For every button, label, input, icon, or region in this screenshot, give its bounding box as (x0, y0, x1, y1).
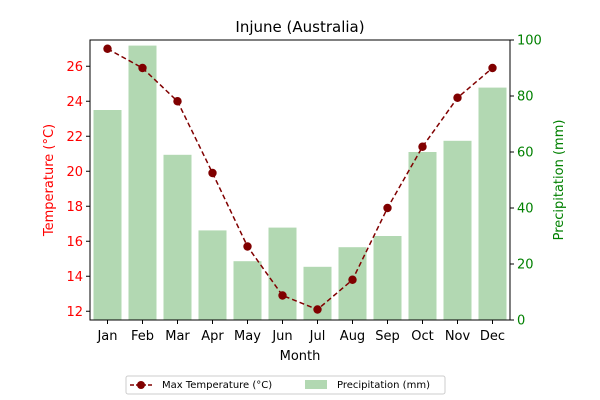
left-tick-label: 14 (66, 270, 83, 285)
left-tick-label: 16 (66, 235, 83, 250)
temperature-point-oct (418, 142, 427, 151)
temperature-point-feb (138, 63, 147, 73)
legend-precipitation-label: Precipitation (mm) (337, 380, 430, 391)
temperature-point-mar (173, 97, 182, 106)
x-tick-label-jun: Jun (271, 329, 292, 344)
left-tick-label: 12 (66, 305, 83, 320)
right-tick-label: 20 (517, 258, 534, 273)
temperature-point-jan (103, 44, 112, 53)
temperature-point-nov (453, 93, 462, 102)
left-axis-ticks: 12 14 16 18 20 22 24 26 (66, 60, 90, 320)
temperature-point-sep (383, 203, 392, 213)
precipitation-bar-jan (93, 110, 122, 320)
legend-line-marker (137, 381, 145, 389)
right-tick-label: 80 (517, 90, 534, 105)
chart-title: Injune (Australia) (235, 18, 364, 36)
x-tick-label-dec: Dec (480, 329, 505, 344)
temperature-line-path (107, 48, 493, 311)
legend-temperature-label: Max Temperature (°C) (162, 380, 272, 391)
legend-box (125, 375, 446, 395)
left-axis-label: Temperature (°C) (42, 124, 57, 237)
legend: Max Temperature (°C) Precipitation (mm) (125, 375, 446, 395)
x-tick-label-nov: Nov (445, 329, 471, 344)
right-axis-ticks: 0 20 40 60 80 100 (510, 34, 542, 329)
left-tick-label: 22 (66, 130, 83, 145)
precipitation-bar-may (233, 261, 262, 320)
legend-bar-swatch (305, 380, 327, 389)
temperature-point-dec (488, 63, 497, 73)
x-tick-label-may: May (234, 329, 261, 344)
precipitation-bar-dec (478, 87, 507, 320)
temperature-point-aug (348, 275, 357, 284)
left-tick-label: 18 (66, 200, 83, 215)
x-tick-label-jan: Jan (96, 329, 117, 344)
precipitation-bar-sep (373, 236, 402, 320)
x-tick-label-oct: Oct (411, 329, 433, 344)
left-tick-label: 24 (66, 95, 83, 110)
precipitation-bar-feb (128, 45, 157, 320)
right-tick-label: 40 (517, 202, 534, 217)
precipitation-bar-apr (198, 230, 227, 320)
x-axis-ticks: Jan Feb Mar Apr May Jun Jul Aug Sep Oct Nov Dec (96, 320, 505, 344)
temperature-line (103, 44, 497, 314)
right-tick-label: 60 (517, 146, 534, 161)
left-tick-label: 26 (66, 60, 83, 75)
right-axis-label: Precipitation (mm) (552, 120, 567, 241)
x-tick-label-apr: Apr (201, 329, 224, 344)
x-tick-label-feb: Feb (131, 329, 154, 344)
plot-frame (89, 39, 511, 321)
x-tick-label-jul: Jul (309, 329, 326, 344)
left-tick-label: 20 (66, 165, 83, 180)
x-axis-label: Month (280, 349, 321, 364)
right-tick-label: 0 (517, 314, 525, 329)
precipitation-bar-nov (443, 140, 472, 320)
temperature-point-jul (313, 305, 322, 314)
precipitation-bar-oct (408, 152, 437, 320)
precipitation-bar-mar (163, 154, 192, 320)
precipitation-bar-jun (268, 227, 297, 320)
x-tick-label-aug: Aug (340, 329, 365, 344)
x-tick-label-sep: Sep (375, 329, 400, 344)
temperature-point-apr (208, 168, 217, 178)
temperature-point-may (243, 242, 252, 251)
x-tick-label-mar: Mar (165, 329, 190, 344)
temperature-point-jun (278, 291, 287, 300)
right-tick-label: 100 (517, 34, 542, 49)
